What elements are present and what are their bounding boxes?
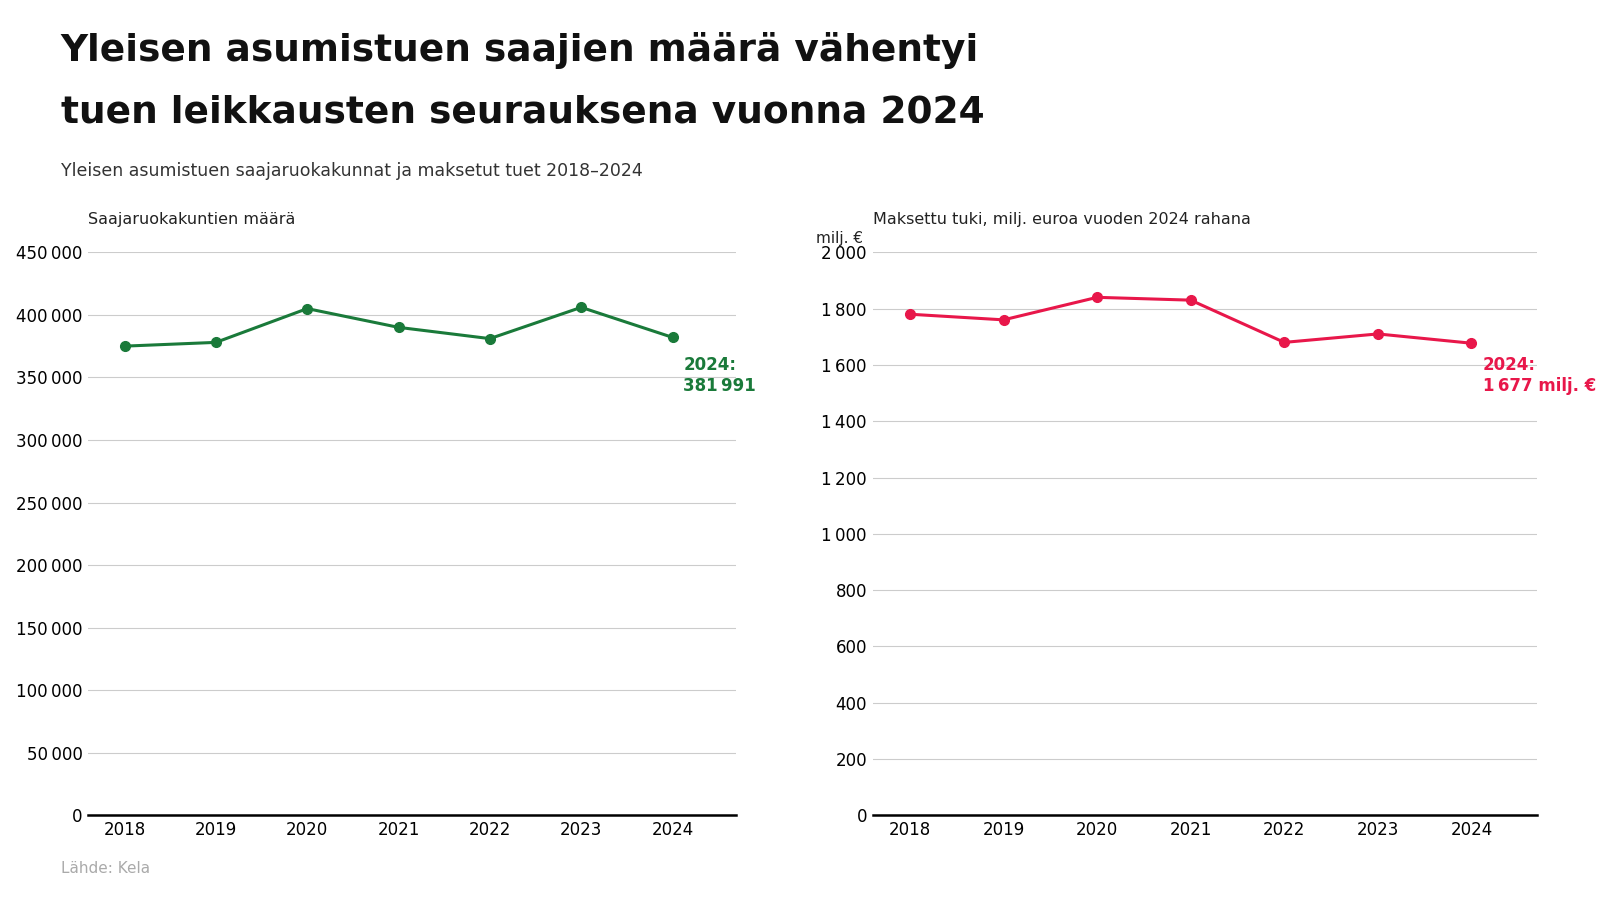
Text: Yleisen asumistuen saajien määrä vähentyi: Yleisen asumistuen saajien määrä vähenty… <box>61 32 980 68</box>
Text: Maksettu tuki, milj. euroa vuoden 2024 rahana: Maksettu tuki, milj. euroa vuoden 2024 r… <box>873 212 1250 227</box>
Text: tuen leikkausten seurauksena vuonna 2024: tuen leikkausten seurauksena vuonna 2024 <box>61 95 985 131</box>
Text: Saajaruokakuntien määrä: Saajaruokakuntien määrä <box>88 212 296 227</box>
Text: Yleisen asumistuen saajaruokakunnat ja maksetut tuet 2018–2024: Yleisen asumistuen saajaruokakunnat ja m… <box>61 162 642 180</box>
Text: Lähde: Kela: Lähde: Kela <box>61 860 150 876</box>
Text: milj. €: milj. € <box>817 231 863 245</box>
Text: 2024:
381 991: 2024: 381 991 <box>684 356 756 395</box>
Text: 2024:
1 677 milj. €: 2024: 1 677 milj. € <box>1483 356 1596 395</box>
